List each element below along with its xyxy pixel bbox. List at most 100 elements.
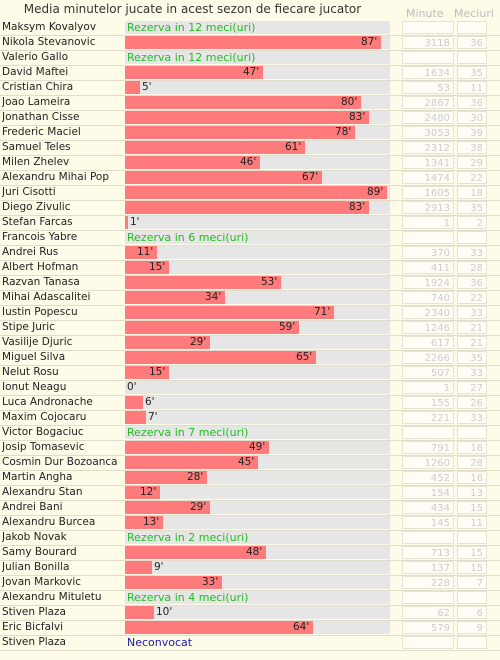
row-separator [0,560,500,561]
minutes-cell: 579 [402,621,454,634]
avg-minutes-label: 13' [143,516,160,528]
bar-track: Rezerva in 2 meci(uri) [125,531,390,544]
matches-cell [457,21,487,34]
minutes-cell: 228 [402,576,454,589]
player-row: Eric Bicfalvi 64' 579 9 [0,620,500,636]
player-row: Victor Bogaciuc Rezerva in 7 meci(uri) [0,425,500,441]
player-name: Luca Andronache [2,396,93,408]
minutes-cell: 154 [402,486,454,499]
avg-minutes-bar [125,66,263,79]
bar-track: Rezerva in 6 meci(uri) [125,231,390,244]
minutes-cell [402,531,454,544]
minutes-cell: 3053 [402,126,454,139]
minutes-cell: 2312 [402,141,454,154]
matches-cell [457,426,487,439]
row-separator [0,170,500,171]
avg-minutes-label: 83' [349,111,366,123]
bar-track: 15' [125,261,390,274]
avg-minutes-label: 53' [261,276,278,288]
avg-minutes-label: 89' [367,186,384,198]
player-row: Mihai Adascalitei 34' 740 22 [0,290,500,306]
bar-track: 11' [125,246,390,259]
matches-cell [457,591,487,604]
avg-minutes-label: 48' [246,546,263,558]
player-name: Samuel Teles [2,141,71,153]
minutes-cell: 1246 [402,321,454,334]
player-row: Josip Tomasevic 49' 791 16 [0,440,500,456]
player-row: Samuel Teles 61' 2312 38 [0,140,500,156]
matches-cell: 22 [457,171,487,184]
avg-minutes-label: 71' [314,306,331,318]
avg-minutes-label: 9' [154,561,164,573]
matches-cell: 11 [457,81,487,94]
avg-minutes-label: 59' [279,321,296,333]
matches-cell: 35 [457,66,487,79]
row-separator [0,305,500,306]
minutes-cell: 1260 [402,456,454,469]
player-name: Albert Hofman [2,261,79,273]
bar-track: 83' [125,201,390,214]
avg-minutes-bar [125,456,258,469]
matches-cell: 18 [457,186,487,199]
player-status: Rezerva in 7 meci(uri) [127,426,249,439]
player-row: Stipe Juric 59' 1246 21 [0,320,500,336]
avg-minutes-label: 15' [149,366,166,378]
minutes-cell [402,426,454,439]
row-separator [0,530,500,531]
player-row: Francois Yabre Rezerva in 6 meci(uri) [0,230,500,246]
player-name: Maksym Kovalyov [2,21,97,33]
matches-cell: 36 [457,36,487,49]
avg-minutes-label: 61' [285,141,302,153]
avg-minutes-label: 6' [145,396,155,408]
player-row: Albert Hofman 15' 411 28 [0,260,500,276]
row-separator [0,350,500,351]
avg-minutes-bar [125,216,128,229]
bar-track: 9' [125,561,390,574]
matches-cell [457,231,487,244]
bar-track: 7' [125,411,390,424]
player-row: Jakob Novak Rezerva in 2 meci(uri) [0,530,500,546]
avg-minutes-bar [125,156,260,169]
player-row: Vasilije Djuric 29' 617 21 [0,335,500,351]
avg-minutes-label: 28' [187,471,204,483]
row-separator [0,545,500,546]
row-separator [0,320,500,321]
player-name: Francois Yabre [2,231,78,243]
avg-minutes-label: 83' [349,201,366,213]
row-separator [0,185,500,186]
bar-track: 67' [125,171,390,184]
avg-minutes-label: 78' [335,126,352,138]
player-name: Alexandru Mituletu [2,591,102,603]
row-separator [0,110,500,111]
matches-cell: 13 [457,486,487,499]
player-row: Luca Andronache 6' 155 26 [0,395,500,411]
avg-minutes-bar [125,81,140,94]
player-name: Samy Bourard [2,546,77,558]
minutes-cell: 221 [402,411,454,424]
player-name: Jonathan Cisse [2,111,80,123]
row-separator [0,140,500,141]
avg-minutes-label: 34' [205,291,222,303]
avg-minutes-bar [125,486,160,499]
avg-minutes-label: 80' [341,96,358,108]
avg-minutes-label: 65' [296,351,313,363]
player-row: Diego Zivulic 83' 2913 35 [0,200,500,216]
avg-minutes-bar [125,546,266,559]
avg-minutes-label: 29' [190,336,207,348]
matches-cell [457,531,487,544]
player-name: Mihai Adascalitei [2,291,91,303]
player-name: Juri Cisotti [2,186,56,198]
avg-minutes-label: 10' [156,606,173,618]
matches-cell: 21 [457,321,487,334]
player-row: Jovan Markovic 33' 228 7 [0,575,500,591]
avg-minutes-label: 5' [142,81,152,93]
minutes-cell: 1634 [402,66,454,79]
bar-track: 46' [125,156,390,169]
matches-cell: 28 [457,456,487,469]
matches-cell [457,51,487,64]
minutes-cell: 155 [402,396,454,409]
player-name: Alexandru Stan [2,486,83,498]
player-name: Andrei Bani [2,501,63,513]
row-separator [0,635,500,636]
avg-minutes-label: 87' [361,36,378,48]
